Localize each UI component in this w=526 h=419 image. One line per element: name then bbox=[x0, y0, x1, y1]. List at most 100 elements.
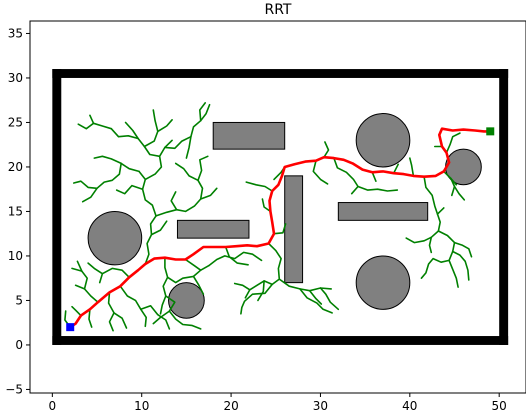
x-tick-label-0: 0 bbox=[49, 399, 57, 413]
tree-branch-38 bbox=[152, 310, 171, 325]
x-tick-label-30: 30 bbox=[313, 399, 328, 413]
tree-branch-19 bbox=[89, 114, 113, 130]
tree-branch-46 bbox=[319, 287, 340, 311]
wall-bottom bbox=[52, 336, 509, 345]
chart-title: RRT bbox=[265, 2, 292, 18]
tree-branch-58 bbox=[392, 163, 400, 174]
tree-branch-49 bbox=[240, 283, 274, 315]
tree-branch-13 bbox=[150, 220, 168, 236]
tree-branch-23 bbox=[164, 102, 206, 150]
x-tick-label-50: 50 bbox=[492, 399, 507, 413]
tree-branch-1 bbox=[71, 305, 82, 317]
tree-branch-21 bbox=[143, 109, 159, 148]
obstacle-rect-top bbox=[212, 121, 286, 150]
tree-branch-35 bbox=[192, 275, 205, 296]
tree-branch-41 bbox=[273, 223, 287, 235]
tree-branch-22 bbox=[157, 119, 173, 133]
tree-branch-29 bbox=[155, 187, 218, 217]
tree-branch-5 bbox=[71, 267, 83, 272]
tree-branch-42 bbox=[244, 242, 282, 299]
tree-branch-2 bbox=[88, 308, 93, 328]
y-tick-label-20: 20 bbox=[8, 160, 23, 174]
tree-branch-64 bbox=[453, 241, 473, 258]
tree-branch-57 bbox=[371, 171, 377, 182]
tree-branch-60 bbox=[405, 175, 442, 244]
tree-branch-62 bbox=[437, 230, 459, 288]
tree-branch-16 bbox=[144, 139, 173, 181]
y-tick-label-35: 35 bbox=[8, 26, 23, 40]
tree-branch-68 bbox=[450, 177, 458, 186]
tree-branch-28 bbox=[81, 187, 98, 203]
tree-branch-10 bbox=[87, 262, 130, 279]
tree-branch-31 bbox=[174, 162, 199, 182]
tree-branch-24 bbox=[185, 135, 192, 159]
tree-branch-56 bbox=[350, 185, 359, 195]
y-tick-label-0: 0 bbox=[15, 338, 23, 352]
x-tick-label-20: 20 bbox=[223, 399, 238, 413]
obstacle-circle-left bbox=[87, 210, 143, 266]
tree-branch-8 bbox=[119, 285, 147, 328]
tree-branch-54 bbox=[323, 141, 330, 158]
tree-branch-51 bbox=[245, 181, 274, 192]
y-tick-label-5: 5 bbox=[15, 293, 23, 307]
tree-branch-63 bbox=[451, 250, 470, 281]
tree-branch-27 bbox=[73, 162, 122, 190]
tree-branch-70 bbox=[445, 132, 461, 154]
obstacle-rect-vertical bbox=[284, 175, 304, 284]
tree-branch-66 bbox=[428, 236, 433, 254]
y-tick-label-25: 25 bbox=[8, 115, 23, 129]
tree-branch-33 bbox=[159, 256, 169, 315]
tree-branch-30 bbox=[197, 155, 209, 200]
goal-marker bbox=[486, 127, 495, 136]
tree-branch-34 bbox=[166, 264, 210, 284]
tree-branch-69 bbox=[450, 185, 456, 197]
tree-branch-20 bbox=[77, 122, 95, 130]
tree-branch-14 bbox=[138, 170, 157, 217]
tree-branch-7 bbox=[113, 312, 128, 329]
tree-branch-9 bbox=[140, 304, 171, 330]
tree-branch-59 bbox=[408, 157, 415, 177]
solution-path bbox=[68, 127, 492, 329]
tree-branch-53 bbox=[312, 159, 329, 185]
x-tick-label-10: 10 bbox=[134, 399, 149, 413]
wall-top bbox=[52, 69, 509, 78]
tree-branch-39 bbox=[207, 251, 263, 267]
tree-branch-3 bbox=[74, 284, 99, 304]
tree-branch-40 bbox=[224, 246, 249, 266]
tree-branch-12 bbox=[144, 215, 157, 265]
start-marker bbox=[66, 323, 75, 332]
tree-branch-6 bbox=[107, 291, 115, 332]
y-tick-label-10: 10 bbox=[8, 249, 23, 263]
tree-branch-4 bbox=[76, 260, 88, 290]
tree-branch-25 bbox=[199, 103, 211, 122]
tree-branch-45 bbox=[278, 278, 333, 292]
obstacle-circle-small bbox=[168, 282, 205, 319]
tree-branch-26 bbox=[93, 155, 140, 173]
tree-branch-50 bbox=[261, 198, 272, 213]
tree-branch-32 bbox=[170, 191, 178, 211]
axes-frame bbox=[29, 20, 526, 394]
y-tick-label--5: −5 bbox=[5, 382, 23, 396]
wall-left bbox=[52, 69, 62, 345]
tree-branch-44 bbox=[257, 280, 265, 302]
obstacle-rect-right bbox=[337, 202, 429, 221]
y-tick-label-30: 30 bbox=[8, 71, 23, 85]
tree-branch-15 bbox=[115, 184, 144, 195]
tree-branch-36 bbox=[184, 258, 202, 272]
tree-branch-47 bbox=[308, 289, 323, 305]
obstacle-circle-top-right bbox=[355, 113, 411, 168]
x-tick-label-40: 40 bbox=[402, 399, 417, 413]
tree-branch-48 bbox=[299, 288, 333, 314]
tree-branch-43 bbox=[233, 282, 251, 291]
tree-branch-11 bbox=[98, 272, 104, 284]
tree-branch-65 bbox=[420, 257, 450, 280]
obstacle-circle-bottom-right bbox=[355, 255, 411, 310]
tree-branch-37 bbox=[165, 295, 202, 330]
obstacle-rect-middle bbox=[176, 219, 250, 239]
tree-branch-18 bbox=[124, 121, 139, 140]
wall-right bbox=[499, 69, 509, 345]
y-tick-label-15: 15 bbox=[8, 204, 23, 218]
tree-branch-61 bbox=[436, 207, 445, 215]
